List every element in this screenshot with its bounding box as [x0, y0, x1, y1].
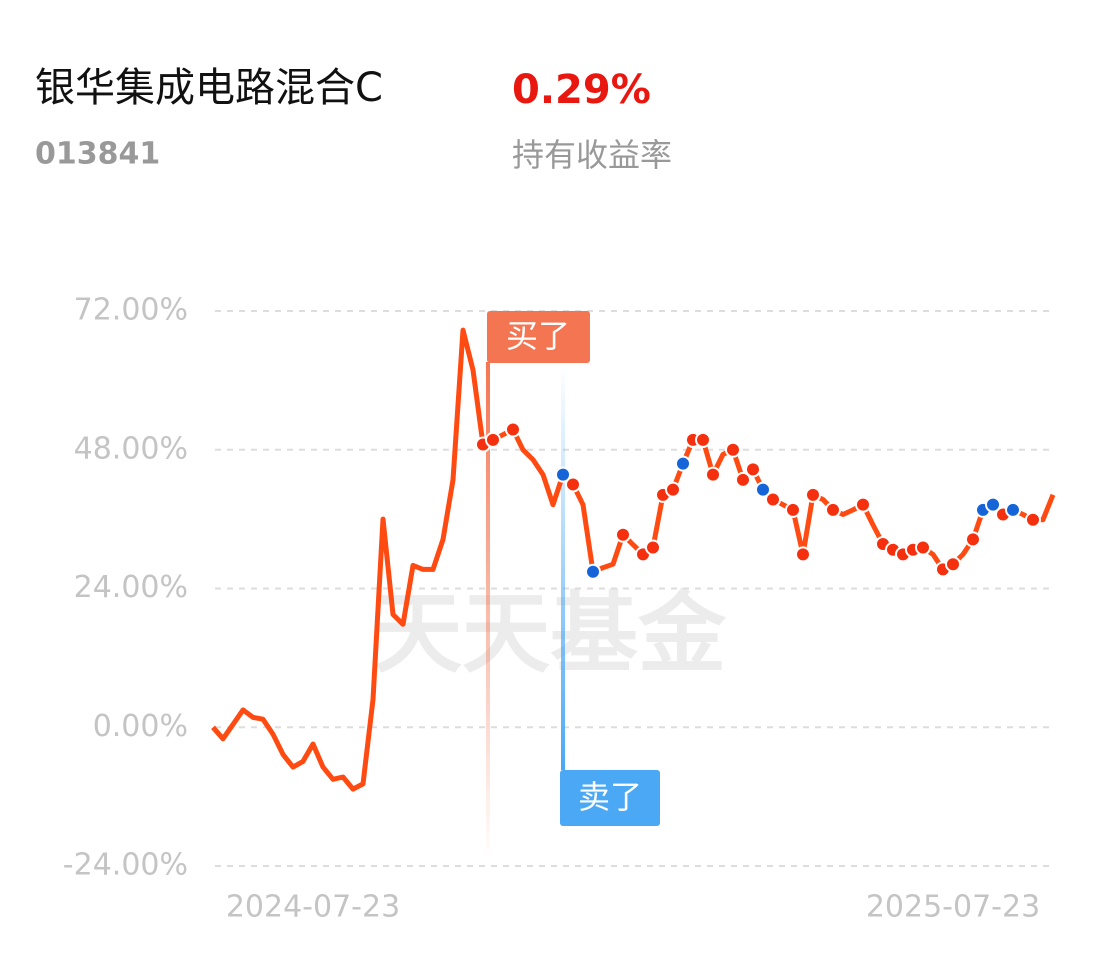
trade-dot: [855, 496, 871, 513]
trade-dot: [945, 556, 961, 573]
trade-dot: [485, 431, 501, 448]
trade-dot: [555, 466, 571, 483]
y-tick-label: 72.00%: [74, 293, 188, 328]
trade-dot: [755, 481, 771, 498]
trade-dot: [705, 466, 721, 483]
trade-dot: [695, 431, 711, 448]
line: [211, 327, 1056, 792]
trade-dot: [675, 455, 691, 472]
trade-dot: [645, 539, 661, 556]
trade-dot: [825, 501, 841, 518]
buy-line: [486, 362, 490, 860]
return-label: 持有收益率: [512, 136, 672, 174]
trade-dot: [615, 526, 631, 543]
sell-line: [561, 365, 565, 770]
trade-dot: [505, 421, 521, 438]
y-tick-label: 24.00%: [74, 570, 188, 605]
trade-dot: [665, 481, 681, 498]
watermark: 天天基金: [374, 582, 727, 685]
return-value: 0.29%: [512, 67, 651, 113]
trade-dot: [745, 461, 761, 478]
buy-tag-text: 买了: [506, 317, 570, 355]
trade-dot: [565, 476, 581, 493]
y-tick-label: 0.00%: [93, 709, 188, 744]
trade-dot: [735, 471, 751, 488]
sell-tag: [560, 770, 660, 826]
trade-dot: [805, 486, 821, 503]
x-tick-label: 2024-07-23: [226, 890, 400, 925]
trade-dot: [785, 501, 801, 518]
fund-title: 银华集成电路混合C: [35, 65, 383, 111]
trade-dot: [1005, 501, 1021, 518]
trade-dot: [1025, 511, 1041, 528]
trade-dot: [725, 441, 741, 458]
trade-dot: [765, 491, 781, 508]
y-tick-label: 48.00%: [74, 431, 188, 466]
sell-tag-text: 卖了: [578, 778, 642, 816]
buy-tag: [487, 311, 590, 363]
x-tick-label: 2025-07-23: [866, 890, 1040, 925]
fund-code: 013841: [35, 137, 160, 172]
trade-dot: [985, 496, 1001, 513]
y-tick-label: -24.00%: [63, 848, 188, 883]
trade-dot: [915, 539, 931, 556]
trade-dot: [795, 546, 811, 563]
trade-dot: [585, 563, 601, 580]
trade-dot: [965, 531, 981, 548]
